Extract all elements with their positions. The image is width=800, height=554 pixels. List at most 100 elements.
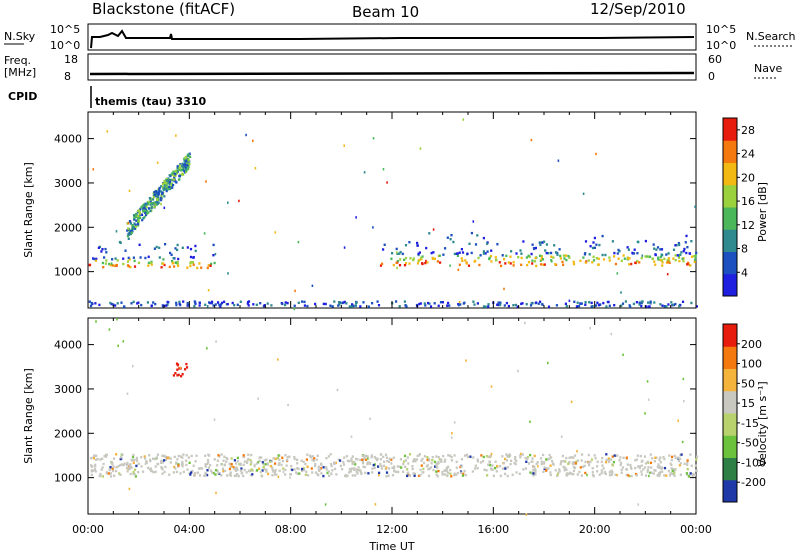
power-cell — [572, 260, 575, 264]
power-cell — [473, 260, 476, 263]
power-cell — [137, 301, 140, 304]
velocity-cell — [440, 459, 443, 463]
velocity-y-tick-label: 3000 — [54, 383, 82, 396]
velocity-cell — [419, 473, 422, 477]
power-cell — [605, 305, 608, 308]
power-cell — [685, 234, 688, 238]
power-cell — [166, 179, 169, 182]
power-cell — [654, 253, 657, 257]
power-cell — [408, 241, 411, 244]
power-stray-cell — [115, 230, 118, 233]
velocity-cell — [422, 461, 426, 465]
velocity-cell — [653, 469, 656, 472]
velocity-cell — [220, 474, 223, 477]
velocity-stray-cell — [681, 440, 684, 444]
power-cell — [143, 215, 146, 219]
velocity-cell — [652, 472, 655, 475]
power-cell — [166, 303, 169, 306]
velocity-cell — [411, 465, 414, 468]
power-cell — [595, 256, 598, 260]
velocity-cell — [361, 454, 364, 457]
velocity-cell — [545, 467, 548, 470]
velocity-cell — [611, 455, 614, 458]
velocity-cell — [449, 454, 452, 457]
velocity-cell — [192, 464, 195, 467]
velocity-cell — [120, 456, 123, 459]
power-cell — [689, 264, 692, 267]
velocity-cell — [398, 465, 401, 468]
velocity-cell — [572, 469, 576, 473]
velocity-cell — [393, 470, 396, 473]
power-cell — [158, 189, 161, 193]
power-cell — [628, 263, 631, 266]
power-cell — [175, 181, 178, 184]
power-cell — [660, 248, 664, 251]
power-cell — [350, 305, 353, 308]
power-cell — [94, 259, 97, 262]
power-cell — [661, 264, 664, 267]
velocity-cell — [513, 461, 516, 465]
cpid-label: CPID — [8, 90, 37, 103]
power-cell — [421, 262, 424, 265]
power-cell — [158, 188, 161, 191]
velocity-cell — [542, 470, 545, 473]
velocity-cell — [667, 469, 670, 473]
power-cell — [165, 186, 168, 189]
velocity-cell — [638, 465, 641, 468]
power-cell — [676, 254, 679, 257]
power-cell — [131, 224, 134, 227]
power-cell — [516, 305, 519, 308]
power-cell — [115, 263, 118, 267]
power-cell — [220, 303, 223, 306]
velocity-cell — [189, 473, 192, 476]
power-cell — [559, 254, 562, 258]
power-cell — [398, 252, 401, 255]
velocity-cell — [689, 472, 692, 475]
power-cell — [651, 257, 654, 260]
power-cell — [156, 198, 159, 202]
velocity-cell — [243, 468, 246, 472]
power-cell — [629, 305, 632, 308]
power-cell — [608, 259, 611, 262]
velocity-stray-cell — [648, 474, 650, 478]
velocity-cell — [236, 468, 239, 471]
power-cell — [484, 252, 487, 255]
velocity-cell — [393, 465, 396, 468]
power-cell — [482, 305, 486, 308]
power-cell — [509, 255, 512, 258]
velocity-cell — [406, 474, 409, 478]
velocity-cell — [400, 466, 403, 469]
velocity-cell — [274, 468, 277, 472]
power-cell — [601, 234, 604, 238]
velocity-cell — [174, 372, 177, 375]
velocity-cell — [437, 460, 440, 464]
velocity-cell — [103, 455, 106, 458]
velocity-cell — [353, 468, 356, 471]
power-cell — [186, 164, 189, 167]
velocity-cell — [176, 368, 179, 371]
velocity-cell — [94, 463, 97, 466]
velocity-cell — [689, 453, 692, 456]
velocity-cell — [204, 465, 207, 468]
power-cell — [654, 263, 657, 266]
velocity-cell — [436, 475, 439, 478]
velocity-cell — [354, 463, 357, 466]
velocity-stray-cell — [336, 388, 339, 392]
power-cell — [187, 159, 190, 162]
velocity-cell — [258, 459, 261, 462]
power-cell — [409, 257, 412, 260]
velocity-cell — [228, 462, 231, 465]
power-cell — [153, 191, 156, 194]
velocity-cell — [380, 453, 383, 456]
power-cell — [147, 264, 150, 267]
power-cell — [213, 261, 216, 265]
power-cell — [657, 258, 660, 261]
power-cell — [588, 253, 591, 256]
power-cell — [142, 207, 145, 210]
power-cell — [263, 304, 266, 307]
velocity-cell — [276, 456, 279, 460]
power-cell — [293, 304, 296, 307]
power-cell — [138, 243, 141, 246]
power-cell — [151, 198, 155, 201]
velocity-cell — [314, 471, 318, 474]
